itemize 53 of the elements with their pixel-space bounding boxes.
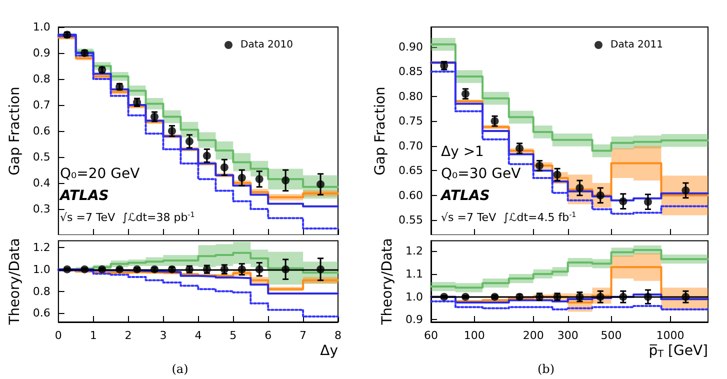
x-tick-label: 300 xyxy=(557,329,578,342)
y-axis-title: Gap Fraction xyxy=(372,86,389,176)
y-tick-label: 1.1 xyxy=(406,267,423,280)
y-tick-label: 0.4 xyxy=(32,176,50,190)
y-tick-label: 1.0 xyxy=(32,262,50,276)
y-tick-label: 0.90 xyxy=(398,40,423,54)
x-tick-label: 6 xyxy=(264,329,272,342)
annotation: ATLAS xyxy=(59,188,109,204)
y-axis-title: Theory/Data xyxy=(7,238,23,326)
x-tick-label: 60 xyxy=(424,329,438,342)
annotation: Q₀=20 GeV xyxy=(60,166,140,182)
y-axis-title: Gap Fraction xyxy=(7,86,23,176)
y-tick-label: 0.60 xyxy=(398,188,423,202)
x-tick-label: 3 xyxy=(160,329,167,342)
x-tick-label: 5 xyxy=(230,329,237,342)
x-tick-label: 0 xyxy=(54,329,62,342)
y-tick-label: 0.7 xyxy=(32,98,50,112)
y-tick-label: 0.6 xyxy=(32,306,50,320)
annotation: Δy >1 xyxy=(441,144,484,160)
x-tick-label: 500 xyxy=(600,329,622,342)
y-tick-label: 0.6 xyxy=(32,124,50,138)
y-tick-label: 0.80 xyxy=(398,90,423,103)
y-tick-label: 0.55 xyxy=(398,214,423,227)
y-tick-label: 0.65 xyxy=(398,164,423,178)
y-axis-title: Theory/Data xyxy=(380,238,396,326)
text: (b) xyxy=(537,362,555,376)
x-tick-label: 1000 xyxy=(656,329,684,342)
legend-label: Data 2011 xyxy=(610,40,664,50)
y-tick-label: 0.9 xyxy=(32,46,50,60)
y-tick-label: 0.3 xyxy=(32,202,50,216)
legend-label: Data 2010 xyxy=(240,40,294,50)
y-tick-label: 1.2 xyxy=(32,240,50,254)
x-axis-title: Δy xyxy=(320,343,338,359)
x-tick-label: 1 xyxy=(90,329,97,342)
x-tick-label: 4 xyxy=(194,329,202,342)
annotation: ATLAS xyxy=(440,188,490,204)
y-tick-label: 0.70 xyxy=(398,139,423,152)
x-tick-label: 100 xyxy=(464,329,485,342)
annotation: Q₀=30 GeV xyxy=(441,166,522,182)
y-tick-label: 0.5 xyxy=(32,150,50,164)
x-tick-label: 8 xyxy=(334,329,342,342)
x-tick-label: 7 xyxy=(300,329,307,342)
x-tick-label: 2 xyxy=(124,329,132,342)
y-tick-label: 0.85 xyxy=(398,65,423,78)
y-tick-label: 1.0 xyxy=(406,290,423,304)
text: (a) xyxy=(172,362,188,376)
y-tick-label: 0.8 xyxy=(32,72,50,86)
y-tick-label: 1.2 xyxy=(406,244,423,258)
y-tick-label: 0.9 xyxy=(406,313,423,326)
x-tick-label: 200 xyxy=(522,329,544,342)
y-tick-label: 0.8 xyxy=(32,284,50,298)
y-tick-label: 0.75 xyxy=(398,114,423,128)
y-tick-label: 1.0 xyxy=(32,20,50,34)
